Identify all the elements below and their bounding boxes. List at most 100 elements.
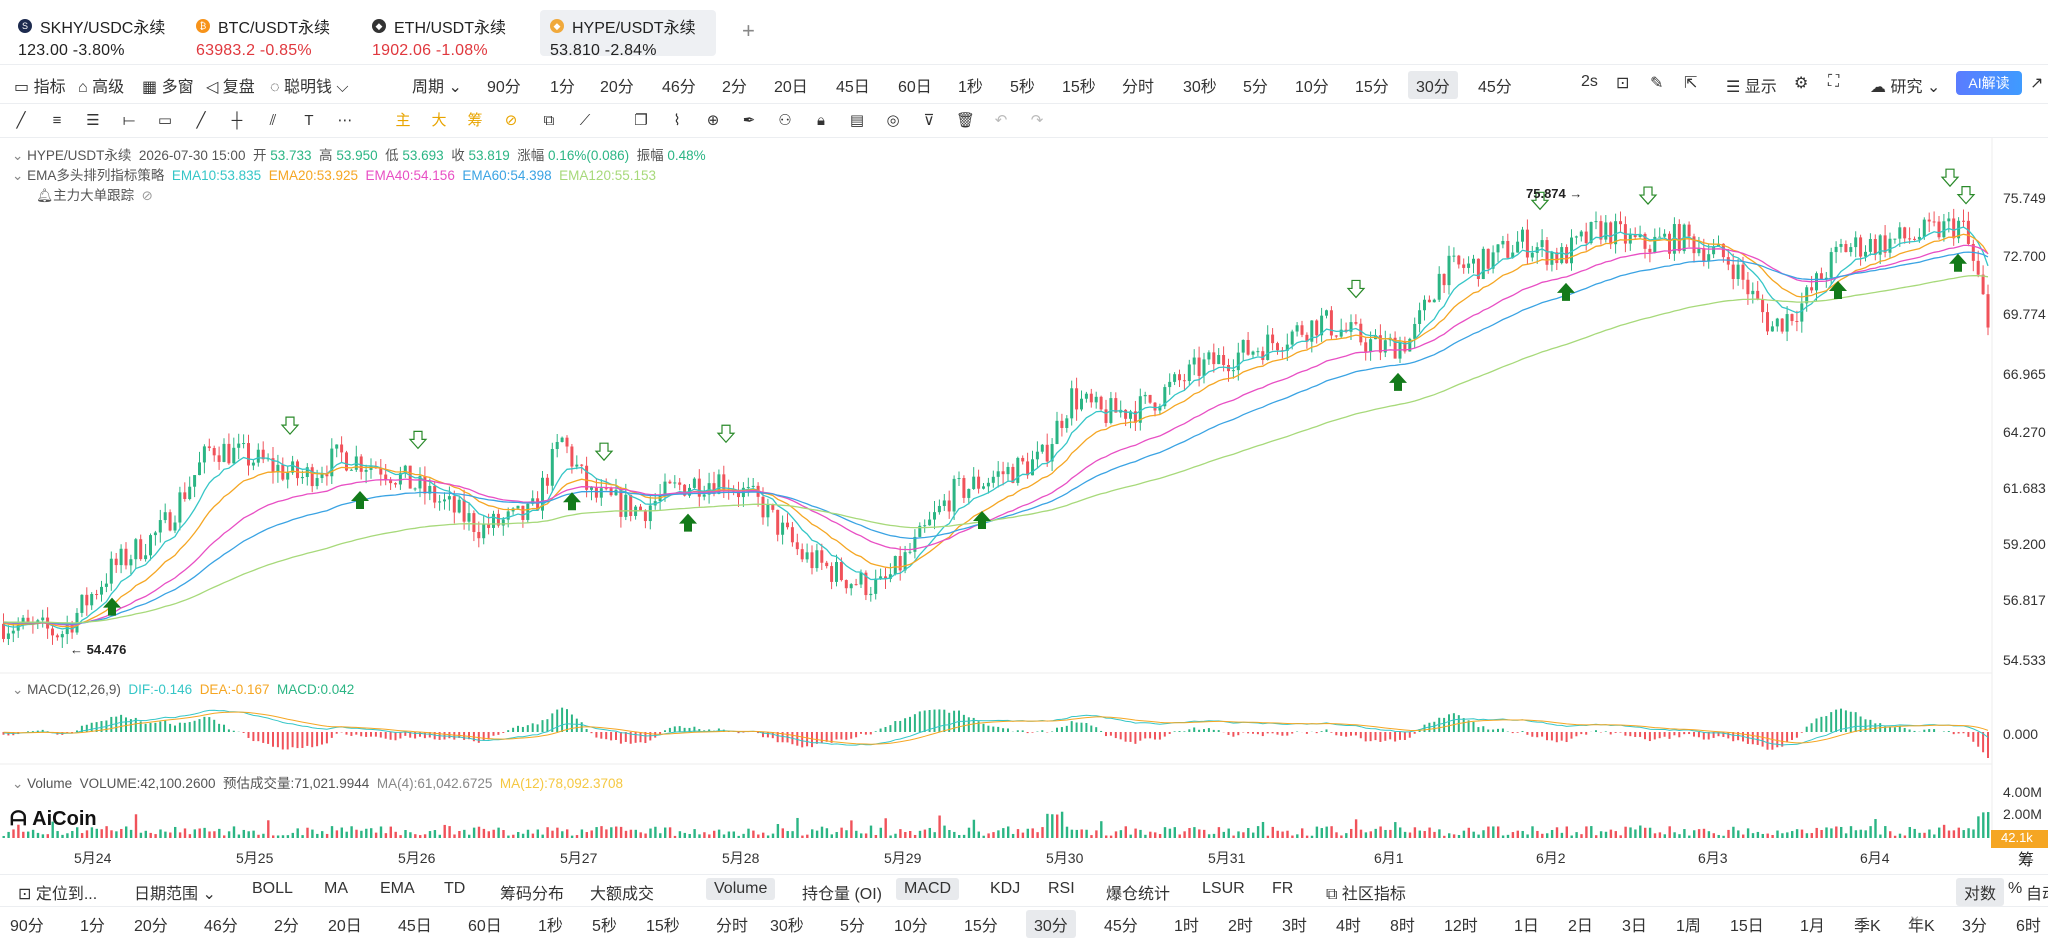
vertical-line-icon[interactable]: ┼ [231, 112, 243, 129]
ai-interpret-button[interactable]: AI解读 [1956, 71, 2022, 95]
main-icon[interactable]: 主 [395, 112, 411, 129]
pencil-icon[interactable]: ╱ [196, 112, 206, 129]
bottom-period-29[interactable]: 1月 [1800, 918, 1825, 935]
interval-button[interactable]: 2s [1581, 73, 1598, 90]
camera-icon[interactable]: ⊡ [1616, 75, 1630, 92]
bottom-period-7[interactable]: 60日 [468, 918, 502, 935]
copy-icon[interactable]: ❐ [634, 112, 648, 129]
period-2[interactable]: 20分 [600, 79, 634, 96]
bottom-period-31[interactable]: 年K [1908, 918, 1935, 935]
indicator-14[interactable]: ⧉ 社区指标 [1326, 886, 1406, 903]
advanced-button[interactable]: ⌂ 高级 [78, 79, 125, 96]
locate-button[interactable]: ⊡ 定位到... [18, 886, 98, 903]
bottom-period-13[interactable]: 5分 [840, 918, 865, 935]
period-13[interactable]: 5分 [1243, 79, 1268, 96]
multi-window-button[interactable]: ▦ 多窗 [142, 79, 194, 96]
pen-icon[interactable]: ✎ [1650, 75, 1664, 92]
period-3[interactable]: 46分 [662, 79, 696, 96]
bottom-period-9[interactable]: 5秒 [592, 918, 617, 935]
fullscreen-icon[interactable]: ⛶ [1828, 73, 1840, 90]
ruler-tool-icon[interactable]: ⌇ [673, 112, 681, 129]
undo-icon[interactable]: ↶ [994, 112, 1008, 129]
indicator-8[interactable]: MACD [896, 878, 960, 900]
bottom-period-15[interactable]: 15分 [964, 918, 998, 935]
tracker-legend[interactable]: 🔔︎主力大单跟踪 ⊘ [36, 188, 153, 203]
bottom-period-14[interactable]: 10分 [894, 918, 928, 935]
period-0[interactable]: 90分 [487, 79, 521, 96]
indicator-3[interactable]: TD [444, 880, 466, 897]
auto-button[interactable]: 自动 [2026, 886, 2048, 903]
period-4[interactable]: 2分 [722, 79, 747, 96]
ruler-icon[interactable]: ⊘ [504, 112, 518, 129]
period-17[interactable]: 45分 [1478, 79, 1512, 96]
parallel-lines-icon[interactable]: ≡ [52, 112, 62, 129]
bottom-period-8[interactable]: 1秒 [538, 918, 563, 935]
rectangle-icon[interactable]: ▭ [157, 112, 173, 129]
tab-eth[interactable]: ◆ ETH/USDT永续 1902.06 -1.08% [362, 10, 538, 59]
indicator-0[interactable]: BOLL [252, 880, 293, 897]
redo-icon[interactable]: ↷ [1030, 112, 1044, 129]
bottom-period-25[interactable]: 2日 [1568, 918, 1593, 935]
indicator-11[interactable]: 爆仓统计 [1106, 886, 1171, 903]
period-11[interactable]: 分时 [1122, 79, 1155, 96]
bottom-period-5[interactable]: 20日 [328, 918, 362, 935]
share-icon[interactable]: ⇱ [1684, 75, 1698, 92]
bottom-period-26[interactable]: 3日 [1622, 918, 1647, 935]
magnet-icon[interactable]: ⧉ [543, 112, 555, 129]
replay-button[interactable]: ◁ 复盘 [206, 79, 255, 96]
trend-icon[interactable]: ↗ [2030, 75, 2044, 92]
measure-icon[interactable]: ⟋ [579, 112, 591, 129]
period-10[interactable]: 15秒 [1062, 79, 1096, 96]
add-tab-icon[interactable]: + [742, 18, 755, 43]
tab-btc[interactable]: ₿ BTC/USDT永续 63983.2 -0.85% [186, 10, 362, 59]
indicator-7[interactable]: 持仓量 (OI) [802, 886, 882, 903]
period-6[interactable]: 45日 [836, 79, 870, 96]
line-tool-icon[interactable]: ╱ [16, 112, 26, 129]
hide-icon[interactable]: ⊘ [141, 188, 153, 203]
bottom-period-16[interactable]: 30分 [1026, 910, 1076, 938]
indicator-1[interactable]: MA [324, 880, 348, 897]
indicator-4[interactable]: 筹码分布 [500, 886, 565, 903]
period-14[interactable]: 10分 [1295, 79, 1329, 96]
period-12[interactable]: 30秒 [1183, 79, 1217, 96]
bottom-period-30[interactable]: 季K [1854, 918, 1881, 935]
period-7[interactable]: 60日 [898, 79, 932, 96]
indicator-6[interactable]: Volume [706, 878, 776, 900]
chart-area[interactable]: ⌄ HYPE/USDT永续 2026-07-30 15:00 开 53.733 … [0, 138, 2048, 868]
bottom-period-21[interactable]: 4时 [1336, 918, 1361, 935]
period-9[interactable]: 5秒 [1010, 79, 1035, 96]
filter-icon[interactable]: ⊽ [923, 112, 935, 129]
bottom-period-10[interactable]: 15秒 [646, 918, 680, 935]
indicator-5[interactable]: 大额成交 [590, 886, 655, 903]
template-icon[interactable]: ▤ [849, 112, 865, 129]
bottom-period-28[interactable]: 15日 [1730, 918, 1764, 935]
eye-icon[interactable]: ◎ [886, 112, 900, 129]
close-icon[interactable]: × [1910, 912, 1920, 929]
indicator-12[interactable]: LSUR [1202, 880, 1245, 897]
bottom-period-3[interactable]: 46分 [204, 918, 238, 935]
period-8[interactable]: 1秒 [958, 79, 983, 96]
period-5[interactable]: 20日 [774, 79, 808, 96]
horizontal-lines-icon[interactable]: ☰ [86, 112, 100, 129]
bottom-period-19[interactable]: 2时 [1228, 918, 1253, 935]
zoom-icon[interactable]: ⊕ [706, 112, 720, 129]
indicator-2[interactable]: EMA [380, 880, 415, 897]
bottom-period-22[interactable]: 8时 [1390, 918, 1415, 935]
log-scale-button[interactable]: 对数 [1956, 878, 2005, 906]
tab-hype[interactable]: ◆ HYPE/USDT永续 53.810 -2.84% [540, 10, 716, 59]
period-1[interactable]: 1分 [550, 79, 575, 96]
lock-icon[interactable]: 🔒︎ [817, 112, 825, 129]
indicator-9[interactable]: KDJ [990, 880, 1021, 897]
bottom-period-12[interactable]: 30秒 [770, 918, 804, 935]
bottom-period-6[interactable]: 45日 [398, 918, 432, 935]
period-16[interactable]: 30分 [1408, 71, 1458, 99]
bottom-period-0[interactable]: 90分 [10, 918, 44, 935]
text-icon[interactable]: T [304, 112, 314, 129]
bottom-period-17[interactable]: 45分 [1104, 918, 1138, 935]
more-icon[interactable]: ⋯ [337, 112, 353, 129]
indicator-10[interactable]: RSI [1048, 880, 1075, 897]
smart-money-button[interactable]: ◌ 聪明钱 ⌵ [270, 79, 349, 96]
bottom-period-24[interactable]: 1日 [1514, 918, 1539, 935]
bottom-period-2[interactable]: 20分 [134, 918, 168, 935]
brush-icon[interactable]: ✒ [742, 112, 756, 129]
